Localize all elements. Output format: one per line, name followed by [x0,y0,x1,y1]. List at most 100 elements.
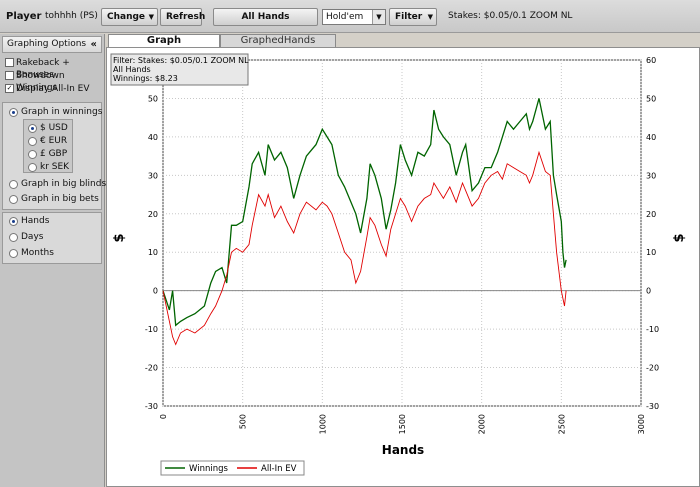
radio-label: Hands [21,216,50,226]
radio-icon [28,163,37,172]
winnings-chart: -30 -20 -10 0 10 20 30 40 50 60 -30 -20 -10 0 10 20 30 4… [107,48,699,486]
y-tick-label-left: -20 [145,364,158,373]
radio-label: € EUR [40,136,68,146]
tab-graphed-hands[interactable]: GraphedHands [220,34,336,47]
y-tick-label-left: -30 [145,402,158,411]
x-tick-label: 1000 [318,414,327,434]
change-button[interactable]: Change ▼ [101,8,158,26]
collapse-icon[interactable]: « [90,39,97,50]
info-line-hands: All Hands [113,65,151,74]
change-label: Change [107,12,146,22]
y-tick-label-right: 50 [646,94,656,103]
y-tick-label-left: 40 [148,133,158,142]
y-tick-label-left: -10 [145,325,158,334]
showdown-winnings-checkbox[interactable]: Showdown Winnings [3,70,103,93]
x-ticks: 0 500 1000 1500 2000 2500 3000 [159,414,646,434]
radio-currency-usd[interactable]: $ USD [26,122,68,134]
radio-x-months[interactable]: Months [7,247,54,259]
radio-label: Days [21,232,44,242]
currency-group: $ USD € EUR £ GBP kr SEK [23,119,73,173]
graphing-options-header: Graphing Options « [2,36,102,53]
radio-graph-big-blinds[interactable]: Graph in big blinds [7,178,106,190]
filter-label: Filter [395,12,423,22]
radio-label: $ USD [40,123,68,133]
checkbox-icon [5,71,14,80]
radio-icon [9,249,18,258]
x-tick-label: 1500 [398,414,407,434]
y-tick-label-right: -10 [646,325,659,334]
x-tick-label: 2500 [557,414,566,434]
all-hands-button[interactable]: All Hands [213,8,318,26]
graph-mode-group: Graph in winnings $ USD € EUR £ GBP kr S… [2,102,106,210]
radio-graph-winnings[interactable]: Graph in winnings [7,106,102,118]
radio-icon [28,150,37,159]
radio-selected-icon [28,124,37,133]
top-toolbar: Player tohhhh (PS) Change ▼ Refresh All … [0,0,700,33]
radio-x-days[interactable]: Days [7,231,43,243]
radio-label: kr SEK [40,162,70,172]
filter-info-box: Filter: Stakes: $0.05/0.1 ZOOM NL All Ha… [110,53,249,86]
radio-icon [9,180,18,189]
y-tick-label-right: 10 [646,248,656,257]
radio-graph-big-bets[interactable]: Graph in big bets [7,193,99,205]
chevron-down-icon: ▼ [148,13,154,21]
y-tick-label-right: 0 [646,287,651,296]
game-select[interactable]: Hold'em ▼ [322,9,386,25]
x-tick-label: 2000 [478,414,487,434]
player-name: tohhhh (PS) [45,11,98,21]
x-unit-group: Hands Days Months [2,212,102,264]
info-line-filter: Filter: Stakes: $0.05/0.1 ZOOM NL [113,56,249,65]
radio-label: Graph in big blinds [21,179,107,189]
y-tick-label-right: 30 [646,171,656,180]
check-mark-icon: ✓ [5,84,14,93]
radio-currency-gbp[interactable]: £ GBP [26,148,67,160]
chevron-down-icon: ▼ [427,13,433,21]
series-line-winnings [162,98,567,327]
y-tick-label-right: 60 [646,56,656,65]
radio-icon [9,233,18,242]
y-tick-label-right: -30 [646,402,659,411]
radio-selected-icon [9,217,18,226]
radio-x-hands[interactable]: Hands [7,215,49,227]
y-tick-label-left: 0 [153,287,158,296]
checkbox-icon [5,58,14,67]
game-select-value: Hold'em [326,12,364,22]
radio-label: £ GBP [40,149,68,159]
y-tick-label-left: 30 [148,171,158,180]
series-line-allin-ev [162,150,567,346]
y-tick-label-left: 10 [148,248,158,257]
tab-bar: Graph GraphedHands [106,34,700,47]
x-axis-label: Hands [382,443,424,457]
y-tick-label-right: -20 [646,364,659,373]
chart-grid [162,59,642,407]
radio-label: Graph in winnings [21,107,103,117]
radio-selected-icon [9,108,18,117]
chevron-down-icon: ▼ [372,10,385,24]
y-tick-label-left: 20 [148,210,158,219]
y-tick-label-left: 50 [148,94,158,103]
filter-button[interactable]: Filter ▼ [389,8,437,26]
radio-currency-eur[interactable]: € EUR [26,135,67,147]
tab-graph[interactable]: Graph [108,34,220,47]
radio-icon [9,195,18,204]
refresh-button[interactable]: Refresh [160,8,205,26]
checkbox-label: Display All-In EV [16,84,90,94]
x-tick-label: 0 [159,414,168,419]
x-tick-label: 3000 [637,414,646,434]
display-allin-ev-checkbox[interactable]: ✓ Display All-In EV [3,83,103,95]
y-axis-label-left: $ [112,233,127,242]
radio-label: Months [21,248,54,258]
player-label: Player [6,11,42,22]
chart-legend: Winnings All-In EV [160,460,305,476]
panel-title: Graphing Options [7,39,87,49]
y-axis-label-right: $ [672,233,687,242]
y-tick-label-right: 20 [646,210,656,219]
legend-label-allin-ev: All-In EV [261,464,297,474]
stakes-text: Stakes: $0.05/0.1 ZOOM NL [448,11,573,21]
radio-currency-sek[interactable]: kr SEK [26,161,69,173]
radio-icon [28,137,37,146]
checkbox-label: Showdown Winnings [16,71,65,93]
y-tick-label-right: 40 [646,133,656,142]
right-y-ticks: -30 -20 -10 0 10 20 30 40 50 60 [646,56,659,411]
rakeback-checkbox[interactable]: Rakeback + Bonuses [3,57,103,80]
